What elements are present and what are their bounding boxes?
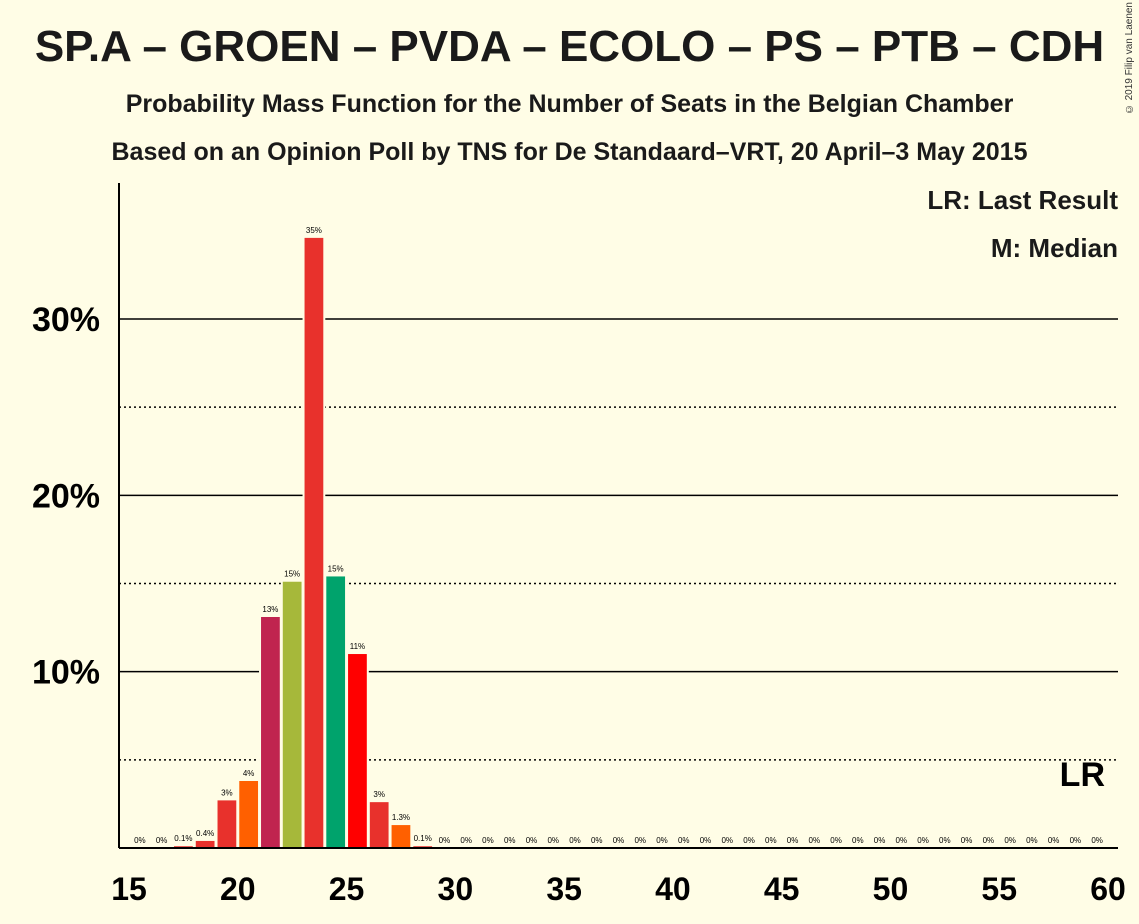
bar <box>261 617 280 848</box>
bar-value-label: 0% <box>439 836 451 845</box>
bar-value-label: 0% <box>1004 836 1016 845</box>
bar-value-label: 13% <box>262 605 278 614</box>
bar-value-label: 0% <box>743 836 755 845</box>
y-tick-labels: 10% 20% 30% <box>32 301 100 692</box>
y-tick-label: 20% <box>32 477 100 515</box>
x-tick-label: 50 <box>873 871 909 907</box>
bar <box>217 800 237 848</box>
bar-value-label: 3% <box>221 788 233 797</box>
median-marker <box>282 533 302 554</box>
axes <box>118 183 1118 849</box>
bar-value-label: 0% <box>134 836 146 845</box>
bar-value-label: 4% <box>243 769 255 778</box>
x-tick-label: 30 <box>438 871 474 907</box>
bar-value-label: 11% <box>350 642 365 651</box>
bar-value-label: 0% <box>917 836 929 845</box>
bar-value-label: 15% <box>284 570 300 579</box>
last-result-marker: LR <box>1060 756 1105 794</box>
bar-value-label: 0% <box>613 836 625 845</box>
bar-outline <box>172 844 195 848</box>
bar-value-label: 0% <box>482 836 494 845</box>
bar-value-label: 0% <box>852 836 864 845</box>
bar-value-label: 0% <box>896 836 908 845</box>
legend-last-result: LR: Last Result <box>927 185 1118 215</box>
bar <box>239 780 259 848</box>
bar-outline <box>411 844 435 848</box>
bar <box>195 840 215 848</box>
y-tick-label: 10% <box>32 654 100 692</box>
bar-value-label: 0% <box>939 836 951 845</box>
bar-value-label: 0% <box>1070 836 1082 845</box>
x-tick-label: 35 <box>546 871 582 907</box>
bar <box>348 654 367 848</box>
bar-value-label: 0% <box>1091 836 1103 845</box>
x-tick-label: 55 <box>981 871 1017 907</box>
bar-labels: 0% 0% 0.1% 0.4% 3% 4% 13% 15% 35% 15% 11% 3% 1.3% 0.1… <box>134 226 1103 845</box>
bar <box>391 825 411 848</box>
x-tick-label: 25 <box>329 871 365 907</box>
bar-value-label: 0% <box>569 836 581 845</box>
bar-value-label: 0% <box>961 836 973 845</box>
bar-value-label: 0% <box>1048 836 1060 845</box>
bar-value-label: 0% <box>983 836 995 845</box>
bar-value-label: 0% <box>156 836 168 845</box>
bar-value-label: 0% <box>721 836 733 845</box>
bar <box>326 576 346 848</box>
markers: LR <box>282 533 1105 794</box>
x-tick-label: 45 <box>764 871 800 907</box>
x-tick-label: 15 <box>111 871 147 907</box>
chart-subtitle-source: Based on an Opinion Poll by TNS for De S… <box>111 138 1028 166</box>
bar-value-label: 1.3% <box>392 813 410 822</box>
x-tick-labels: 15 20 25 30 35 40 45 50 55 60 <box>111 871 1126 907</box>
x-tick-label: 40 <box>655 871 691 907</box>
x-tick-label: 20 <box>220 871 256 907</box>
chart-subtitle: Probability Mass Function for the Number… <box>125 90 1014 118</box>
bar <box>282 581 302 848</box>
bar-value-label: 0% <box>874 836 886 845</box>
legend-median: M: Median <box>990 233 1118 263</box>
bar-value-label: 0.4% <box>196 829 214 838</box>
bar-value-label: 15% <box>328 564 344 573</box>
y-tick-label: 30% <box>32 301 100 339</box>
bar-value-label: 0% <box>634 836 646 845</box>
bar-value-label: 0% <box>678 836 690 845</box>
bar-value-label: 0% <box>460 836 472 845</box>
bar-value-label: 0% <box>1026 836 1038 845</box>
bar <box>304 237 324 849</box>
bar-value-label: 0% <box>765 836 777 845</box>
bar-value-label: 0% <box>547 836 559 845</box>
bar-value-label: 0% <box>656 836 668 845</box>
bar-value-label: 0.1% <box>174 834 192 843</box>
bar-value-label: 0% <box>591 836 603 845</box>
bar-value-label: 0% <box>830 836 842 845</box>
x-tick-label: 60 <box>1090 871 1126 907</box>
bar-value-label: 0% <box>809 836 821 845</box>
bar-series <box>172 235 435 849</box>
bar <box>369 802 389 848</box>
chart-title: SP.A – GROEN – PVDA – ECOLO – PS – PTB –… <box>34 22 1105 71</box>
bar-value-label: 35% <box>306 226 322 235</box>
bar-value-label: 0% <box>787 836 799 845</box>
bar-value-label: 0% <box>504 836 516 845</box>
bar-value-label: 0% <box>526 836 538 845</box>
bar-value-label: 0.1% <box>414 834 432 843</box>
bar-value-label: 0% <box>700 836 712 845</box>
bar-value-label: 3% <box>373 790 385 799</box>
